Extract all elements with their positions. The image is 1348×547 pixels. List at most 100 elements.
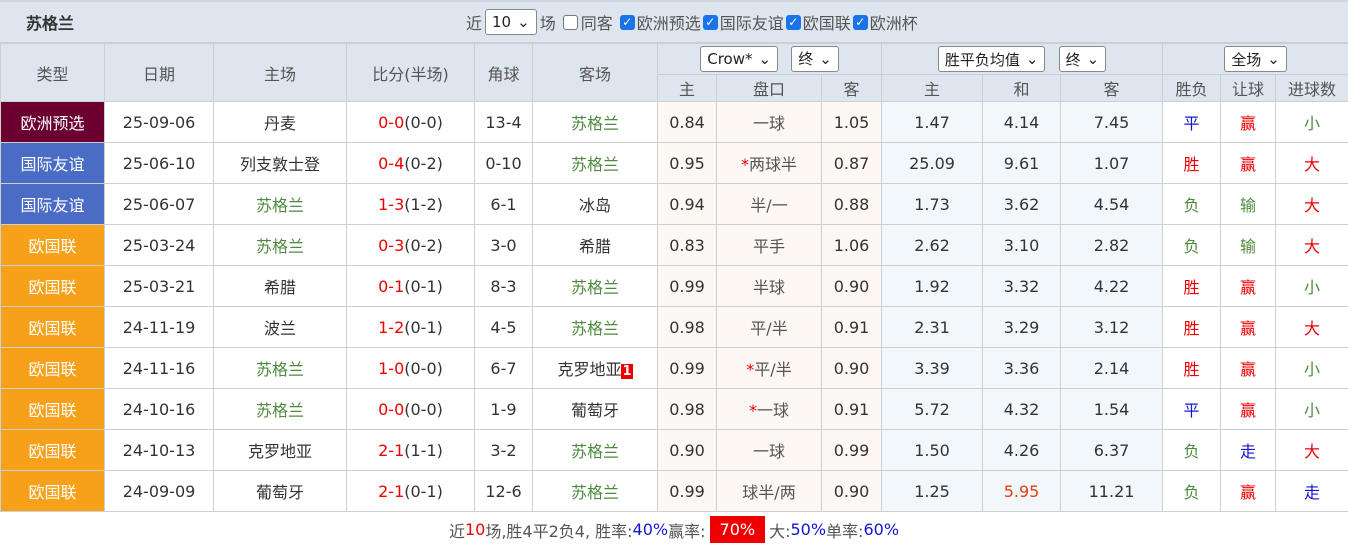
- competition-checkbox[interactable]: ✓: [703, 15, 718, 30]
- scope-select[interactable]: 全场⌄: [1224, 46, 1287, 72]
- avg-select[interactable]: 胜平负均值⌄: [938, 46, 1046, 72]
- half-score: (0-2): [404, 236, 443, 255]
- table-row[interactable]: 国际友谊 25-06-07 苏格兰 1-3(1-2) 6-1 冰岛 0.94 半…: [1, 184, 1348, 225]
- half-score: (0-2): [404, 154, 443, 173]
- away-team[interactable]: 苏格兰: [533, 102, 658, 143]
- match-type[interactable]: 欧国联: [1, 430, 105, 471]
- match-type[interactable]: 欧国联: [1, 471, 105, 512]
- handicap-value: 半球: [753, 278, 785, 297]
- score[interactable]: 0-4(0-2): [347, 143, 475, 184]
- match-type[interactable]: 欧洲预选: [1, 102, 105, 143]
- corners: 12-6: [475, 471, 533, 512]
- odd-rate: 60%: [863, 520, 899, 539]
- home-team[interactable]: 苏格兰: [214, 389, 347, 430]
- goals-result: 小: [1276, 266, 1348, 307]
- away-team[interactable]: 冰岛: [533, 184, 658, 225]
- score[interactable]: 1-2(0-1): [347, 307, 475, 348]
- table-row[interactable]: 欧国联 24-10-13 克罗地亚 2-1(1-1) 3-2 苏格兰 0.90 …: [1, 430, 1348, 471]
- home-team[interactable]: 葡萄牙: [214, 471, 347, 512]
- table-row[interactable]: 欧国联 24-11-16 苏格兰 1-0(0-0) 6-7 克罗地亚1 0.99…: [1, 348, 1348, 389]
- away-team-name: 希腊: [579, 237, 611, 256]
- home-team[interactable]: 苏格兰: [214, 184, 347, 225]
- away-team[interactable]: 苏格兰: [533, 266, 658, 307]
- corners: 3-0: [475, 225, 533, 266]
- home-team[interactable]: 苏格兰: [214, 348, 347, 389]
- same-away-checkbox[interactable]: [563, 15, 578, 30]
- table-row[interactable]: 欧国联 24-10-16 苏格兰 0-0(0-0) 1-9 葡萄牙 0.98 *…: [1, 389, 1348, 430]
- table-row[interactable]: 欧国联 24-09-09 葡萄牙 2-1(0-1) 12-6 苏格兰 0.99 …: [1, 471, 1348, 512]
- subheader: 让球: [1221, 75, 1276, 102]
- match-date: 24-11-16: [105, 348, 214, 389]
- score[interactable]: 0-3(0-2): [347, 225, 475, 266]
- result: 负: [1163, 225, 1221, 266]
- match-type[interactable]: 国际友谊: [1, 184, 105, 225]
- away-team[interactable]: 苏格兰: [533, 307, 658, 348]
- match-type[interactable]: 国际友谊: [1, 143, 105, 184]
- away-team-name: 克罗地亚: [557, 360, 621, 379]
- stage-select-1[interactable]: 终⌄: [791, 46, 839, 72]
- stage-select-2[interactable]: 终⌄: [1059, 46, 1107, 72]
- score[interactable]: 1-0(0-0): [347, 348, 475, 389]
- match-date: 24-11-19: [105, 307, 214, 348]
- handicap-value: 一球: [753, 442, 785, 461]
- away-team[interactable]: 苏格兰: [533, 471, 658, 512]
- away-team[interactable]: 苏格兰: [533, 430, 658, 471]
- match-type[interactable]: 欧国联: [1, 348, 105, 389]
- result: 胜: [1163, 348, 1221, 389]
- table-row[interactable]: 欧国联 25-03-21 希腊 0-1(0-1) 8-3 苏格兰 0.99 半球…: [1, 266, 1348, 307]
- handicap-result: 赢: [1221, 348, 1276, 389]
- home-odds: 0.98: [658, 389, 717, 430]
- match-type[interactable]: 欧国联: [1, 307, 105, 348]
- col-away: 客场: [533, 44, 658, 102]
- competition-checkbox[interactable]: ✓: [620, 15, 635, 30]
- table-row[interactable]: 欧洲预选 25-09-06 丹麦 0-0(0-0) 13-4 苏格兰 0.84 …: [1, 102, 1348, 143]
- match-date: 25-03-24: [105, 225, 214, 266]
- away-team[interactable]: 葡萄牙: [533, 389, 658, 430]
- match-type[interactable]: 欧国联: [1, 389, 105, 430]
- match-type[interactable]: 欧国联: [1, 225, 105, 266]
- score[interactable]: 0-1(0-1): [347, 266, 475, 307]
- star-mark: *: [741, 155, 749, 174]
- competition-checkbox[interactable]: ✓: [853, 15, 868, 30]
- col-date: 日期: [105, 44, 214, 102]
- score[interactable]: 0-0(0-0): [347, 389, 475, 430]
- full-score: 0-4: [378, 154, 404, 173]
- team-title: 苏格兰: [26, 10, 466, 34]
- home-team[interactable]: 丹麦: [214, 102, 347, 143]
- win-odds: 25.09: [882, 143, 983, 184]
- company-select[interactable]: Crow*⌄: [700, 46, 778, 72]
- half-score: (1-1): [404, 441, 443, 460]
- table-row[interactable]: 国际友谊 25-06-10 列支敦士登 0-4(0-2) 0-10 苏格兰 0.…: [1, 143, 1348, 184]
- loss-odds: 3.12: [1061, 307, 1163, 348]
- score[interactable]: 1-3(1-2): [347, 184, 475, 225]
- away-odds: 0.90: [822, 348, 882, 389]
- away-team[interactable]: 苏格兰: [533, 143, 658, 184]
- handicap-win-rate: 70%: [710, 516, 766, 543]
- handicap-line: *两球半: [717, 143, 822, 184]
- home-team[interactable]: 希腊: [214, 266, 347, 307]
- match-date: 25-06-10: [105, 143, 214, 184]
- score[interactable]: 0-0(0-0): [347, 102, 475, 143]
- home-odds: 0.99: [658, 266, 717, 307]
- away-team[interactable]: 克罗地亚1: [533, 348, 658, 389]
- home-team[interactable]: 苏格兰: [214, 225, 347, 266]
- home-team[interactable]: 列支敦士登: [214, 143, 347, 184]
- corners: 3-2: [475, 430, 533, 471]
- away-team-name: 苏格兰: [571, 442, 619, 461]
- home-team[interactable]: 波兰: [214, 307, 347, 348]
- away-team[interactable]: 希腊: [533, 225, 658, 266]
- score[interactable]: 2-1(0-1): [347, 471, 475, 512]
- home-team[interactable]: 克罗地亚: [214, 430, 347, 471]
- competition-checkbox[interactable]: ✓: [786, 15, 801, 30]
- full-score: 1-0: [378, 359, 404, 378]
- score[interactable]: 2-1(1-1): [347, 430, 475, 471]
- handicap-result: 输: [1221, 184, 1276, 225]
- draw-odds: 3.62: [983, 184, 1061, 225]
- count-select[interactable]: 10⌄: [485, 9, 537, 35]
- table-row[interactable]: 欧国联 24-11-19 波兰 1-2(0-1) 4-5 苏格兰 0.98 平/…: [1, 307, 1348, 348]
- table-row[interactable]: 欧国联 25-03-24 苏格兰 0-3(0-2) 3-0 希腊 0.83 平手…: [1, 225, 1348, 266]
- away-team-name: 冰岛: [579, 196, 611, 215]
- away-odds: 0.99: [822, 430, 882, 471]
- count-value: 10: [492, 13, 511, 31]
- match-type[interactable]: 欧国联: [1, 266, 105, 307]
